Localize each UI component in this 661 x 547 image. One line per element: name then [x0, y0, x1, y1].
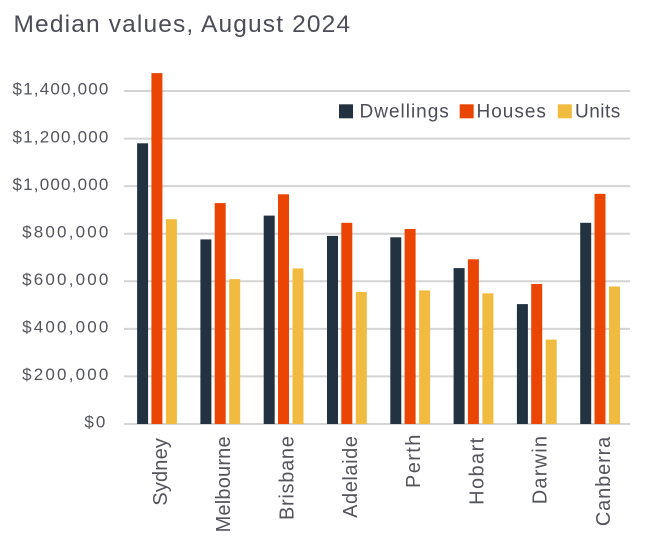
- svg-text:Canberra: Canberra: [593, 436, 615, 526]
- svg-text:Perth: Perth: [403, 433, 425, 488]
- svg-text:Hobart: Hobart: [466, 436, 488, 504]
- svg-text:Brisbane: Brisbane: [277, 435, 299, 520]
- svg-text:$1,200,000: $1,200,000: [13, 127, 110, 146]
- svg-text:Darwin: Darwin: [530, 435, 552, 504]
- svg-text:$1,000,000: $1,000,000: [13, 175, 110, 194]
- svg-text:$0: $0: [84, 413, 107, 432]
- svg-text:$400,000: $400,000: [22, 318, 111, 337]
- svg-text:Dwellings: Dwellings: [360, 101, 450, 122]
- svg-text:$800,000: $800,000: [22, 222, 111, 241]
- svg-text:$600,000: $600,000: [22, 270, 111, 289]
- svg-text:Median values, August 2024: Median values, August 2024: [14, 11, 352, 38]
- svg-text:$1,400,000: $1,400,000: [13, 80, 110, 99]
- svg-text:$200,000: $200,000: [22, 365, 111, 384]
- svg-text:Sydney: Sydney: [150, 438, 172, 506]
- svg-text:Melbourne: Melbourne: [213, 436, 235, 532]
- svg-text:Adelaide: Adelaide: [340, 436, 362, 518]
- svg-text:Units: Units: [575, 101, 621, 122]
- svg-text:Houses: Houses: [477, 101, 547, 122]
